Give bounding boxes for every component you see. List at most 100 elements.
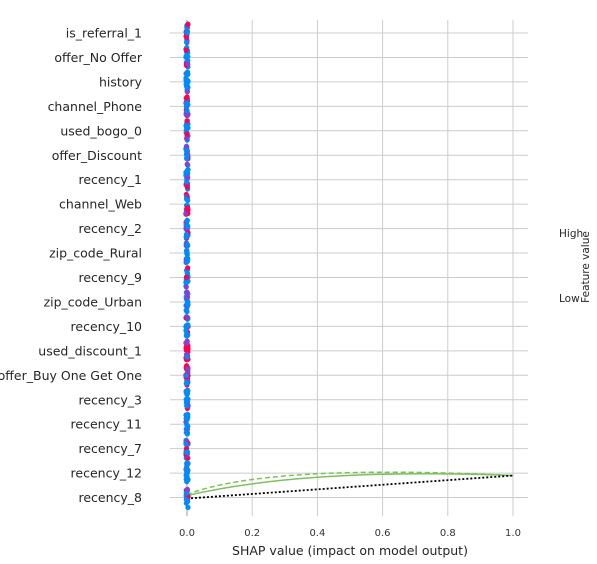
colorbar-high-label: High xyxy=(559,228,583,240)
shap-point xyxy=(185,84,191,90)
shap-point xyxy=(184,242,191,248)
shap-point xyxy=(184,379,190,385)
feature-label: recency_12 xyxy=(71,466,142,481)
x-axis-title: SHAP value (impact on model output) xyxy=(232,543,468,558)
shap-point xyxy=(184,118,190,124)
colorbar: High Low Feature value xyxy=(559,228,592,305)
feature-label: offer_Discount xyxy=(52,148,142,163)
overlay-curve-solid xyxy=(186,473,514,497)
shap-point xyxy=(185,366,191,372)
shap-point xyxy=(184,392,190,398)
shap-point xyxy=(184,462,190,469)
feature-label: recency_7 xyxy=(78,441,142,456)
grid-lines xyxy=(170,20,528,516)
feature-label: is_referral_1 xyxy=(66,26,142,41)
shap-point xyxy=(185,21,191,28)
shap-point xyxy=(184,131,190,137)
shap-point xyxy=(184,89,190,95)
shap-point xyxy=(183,472,189,478)
colorbar-low-label: Low xyxy=(559,293,580,305)
feature-label: channel_Phone xyxy=(48,99,143,114)
overlay-curves xyxy=(186,471,514,500)
shap-point xyxy=(184,340,190,346)
shap-point xyxy=(185,265,191,271)
shap-point xyxy=(184,259,190,265)
shap-point xyxy=(184,184,190,190)
shap-point xyxy=(183,344,189,350)
shap-point xyxy=(183,307,189,313)
feature-label: history xyxy=(99,74,143,89)
shap-point xyxy=(183,124,190,130)
shap-point xyxy=(183,429,189,436)
shap-point xyxy=(185,175,191,181)
shap-point xyxy=(184,354,190,360)
shap-point xyxy=(185,61,191,67)
feature-label: zip_code_Urban xyxy=(44,294,142,309)
shap-point xyxy=(184,217,190,224)
shap-point xyxy=(184,161,190,167)
shap-point xyxy=(183,47,189,53)
shap-point xyxy=(184,108,190,114)
shap-point xyxy=(184,135,190,142)
shap-point xyxy=(184,250,190,256)
feature-label: used_bogo_0 xyxy=(60,123,142,138)
shap-points xyxy=(183,21,191,510)
shap-point xyxy=(184,486,190,492)
shap-point xyxy=(183,412,189,418)
shap-point xyxy=(185,207,191,213)
feature-label: recency_11 xyxy=(71,417,142,432)
shap-point xyxy=(184,416,190,422)
shap-point xyxy=(184,30,190,36)
shap-point xyxy=(185,476,191,483)
shap-point xyxy=(184,270,190,276)
shap-point xyxy=(184,39,190,45)
shap-point xyxy=(184,331,190,338)
shap-point xyxy=(184,152,190,158)
shap-point xyxy=(183,280,189,286)
shap-point xyxy=(183,54,189,60)
feature-label: recency_9 xyxy=(78,270,142,285)
shap-point xyxy=(184,289,190,296)
shap-point xyxy=(184,424,190,430)
shap-point xyxy=(185,112,191,118)
shap-point xyxy=(183,234,189,240)
shap-point xyxy=(184,387,191,393)
shap-point xyxy=(185,78,191,84)
shap-point xyxy=(184,147,190,153)
shap-point xyxy=(183,169,189,175)
shap-point xyxy=(185,301,191,308)
x-tick-label: 0.2 xyxy=(244,528,260,539)
feature-label: offer_No Offer xyxy=(54,50,142,65)
shap-point xyxy=(183,327,189,333)
shap-point xyxy=(183,372,189,379)
shap-point xyxy=(184,396,191,402)
x-tick-labels: 0.0 0.2 0.4 0.6 0.8 1.0 xyxy=(179,528,521,539)
overlay-curve-dashed xyxy=(186,471,514,496)
colorbar-title: Feature value xyxy=(580,231,592,303)
feature-label: recency_1 xyxy=(78,172,142,187)
x-tick-label: 1.0 xyxy=(505,528,521,539)
shap-point xyxy=(183,441,189,447)
shap-point xyxy=(183,323,189,330)
shap-point xyxy=(185,223,191,230)
shap-point xyxy=(184,403,190,409)
shap-point xyxy=(183,274,190,280)
feature-label: channel_Web xyxy=(59,197,142,212)
feature-label: used_discount_1 xyxy=(38,343,142,358)
shap-point xyxy=(185,504,191,510)
x-tick-label: 0.4 xyxy=(309,528,325,539)
feature-label: recency_2 xyxy=(78,221,142,236)
feature-labels: is_referral_1 offer_No Offer history channe… xyxy=(0,26,143,506)
feature-label: recency_3 xyxy=(78,392,142,407)
feature-label: offer_Buy One Get One xyxy=(0,368,142,383)
feature-label: zip_code_Rural xyxy=(49,246,142,261)
feature-label: recency_8 xyxy=(78,490,142,505)
shap-point xyxy=(184,70,190,76)
shap-point xyxy=(184,294,191,300)
x-tick-label: 0.0 xyxy=(179,528,195,539)
overlay-curve-dotted xyxy=(186,474,514,500)
x-tick-label: 0.6 xyxy=(375,528,391,539)
shap-point xyxy=(183,95,189,101)
x-tick-label: 0.8 xyxy=(440,528,456,539)
